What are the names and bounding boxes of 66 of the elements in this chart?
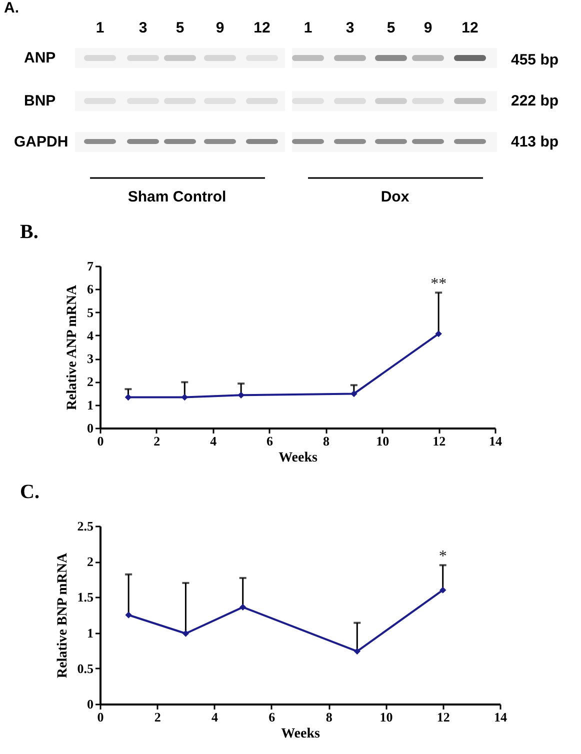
x-tick-label: 10 [380,710,393,724]
y-tick-label: 1 [87,397,94,412]
text: Sham Control [128,188,226,206]
y-axis-title: Relative ANP mRNA [65,284,80,410]
x-tick-label: 4 [212,710,219,724]
x-tick-label: 12 [432,434,446,448]
point [354,648,360,655]
y-tick-label: 7 [87,258,94,274]
point [440,586,446,594]
x-tick-label: 12 [436,710,450,724]
x-tick-label: 10 [376,434,390,448]
y-tick-label: 1 [87,625,94,640]
text: BNP [24,92,56,110]
x-axis-title: Weeks [281,726,320,742]
point [240,604,246,611]
point [238,392,244,398]
y-tick-label: 2 [87,554,94,570]
x-tick-label: 8 [326,710,333,724]
text: 12 [254,20,270,36]
x-tick-label: 2 [154,434,160,448]
y-tick-label: 2.5 [77,518,94,534]
x-tick-label: 2 [154,710,161,724]
text: GAPDH [14,134,68,150]
x-tick-label: 14 [494,710,508,724]
x-tick-label: 6 [266,434,274,448]
chart-title: B. [20,221,38,243]
point [181,394,188,401]
x-tick-label: 4 [210,434,218,448]
x-tick-label: 6 [268,710,276,724]
text: Dox [380,188,410,206]
y-tick-label: 1.5 [77,590,94,605]
point [125,612,132,618]
x-tick-label: 0 [97,434,104,448]
y-tick-label: 6 [87,282,94,297]
text: 9 [424,20,432,36]
text: 1 [304,20,312,36]
y-tick-label: 4 [87,328,94,343]
x-tick-label: 8 [322,434,330,448]
y-tick-label: 5 [87,304,94,320]
y-tick-label: 2 [87,374,94,390]
text: 455 bp [511,52,559,68]
text: 5 [386,20,396,36]
text: 222 bp [511,92,559,110]
point [124,394,132,401]
text: 5 [176,20,184,36]
x-axis-title: Weeks [278,450,318,466]
x-tick-label: 0 [97,710,104,724]
y-tick-label: 0 [87,420,94,436]
x-tick-label: 14 [489,434,502,448]
text: A. [4,0,19,16]
annotation: ** [430,276,447,293]
text: 3 [346,20,354,36]
annotation: * [438,548,447,566]
text: 12 [462,20,478,36]
point [182,630,190,637]
text: 413 bp [511,134,559,150]
point [435,330,442,338]
y-axis-title: Relative BNP mRNA [55,552,70,678]
text: 9 [216,20,224,36]
point [350,390,358,398]
y-tick-label: 0.5 [77,660,94,676]
chart-title: C. [20,481,40,503]
y-tick-label: 3 [87,351,94,366]
text: 3 [138,20,148,36]
text: ANP [24,50,56,66]
y-tick-label: 0 [87,696,94,712]
